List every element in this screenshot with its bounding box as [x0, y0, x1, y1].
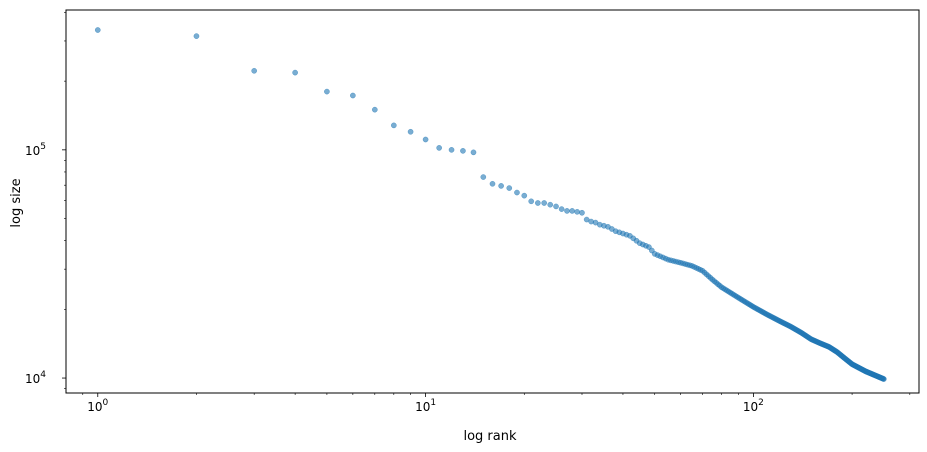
x-axis-label: log rank [463, 429, 517, 444]
x-tick-label: 101 [415, 398, 436, 414]
tick-labels: 100 101 102 104 105 [25, 142, 764, 414]
data-point [579, 209, 585, 216]
data-point [528, 198, 535, 205]
data-point [350, 92, 356, 99]
data-point [193, 33, 200, 39]
x-tick-label: 100 [87, 398, 108, 414]
data-point [480, 174, 487, 180]
data-point [251, 67, 258, 74]
data-point [498, 183, 504, 189]
data-points [94, 27, 887, 382]
data-point [534, 200, 541, 206]
data-point [553, 203, 559, 210]
data-point [460, 147, 466, 154]
data-point [94, 27, 101, 33]
data-point [541, 200, 548, 206]
major-ticks [62, 149, 754, 397]
data-point [436, 145, 443, 151]
data-point [547, 201, 554, 208]
data-point [448, 146, 455, 153]
data-point [422, 136, 429, 143]
plot-area [66, 10, 919, 393]
y-tick-label: 104 [25, 370, 46, 386]
y-axis-label: log size [9, 178, 24, 227]
x-tick-label: 102 [743, 398, 764, 414]
data-point [407, 128, 414, 135]
data-point [569, 208, 576, 214]
data-point [390, 122, 397, 129]
data-point [574, 208, 581, 215]
data-point [521, 192, 528, 199]
data-point [506, 185, 513, 191]
plot-frame [65, 9, 920, 394]
data-point [881, 376, 887, 382]
y-tick-label: 105 [25, 142, 46, 158]
data-point [371, 106, 378, 113]
data-point [558, 206, 565, 212]
data-point [514, 189, 520, 196]
data-point [324, 88, 330, 95]
data-point [292, 69, 298, 76]
data-point [564, 208, 570, 214]
data-point [470, 149, 477, 156]
data-point [489, 180, 496, 187]
